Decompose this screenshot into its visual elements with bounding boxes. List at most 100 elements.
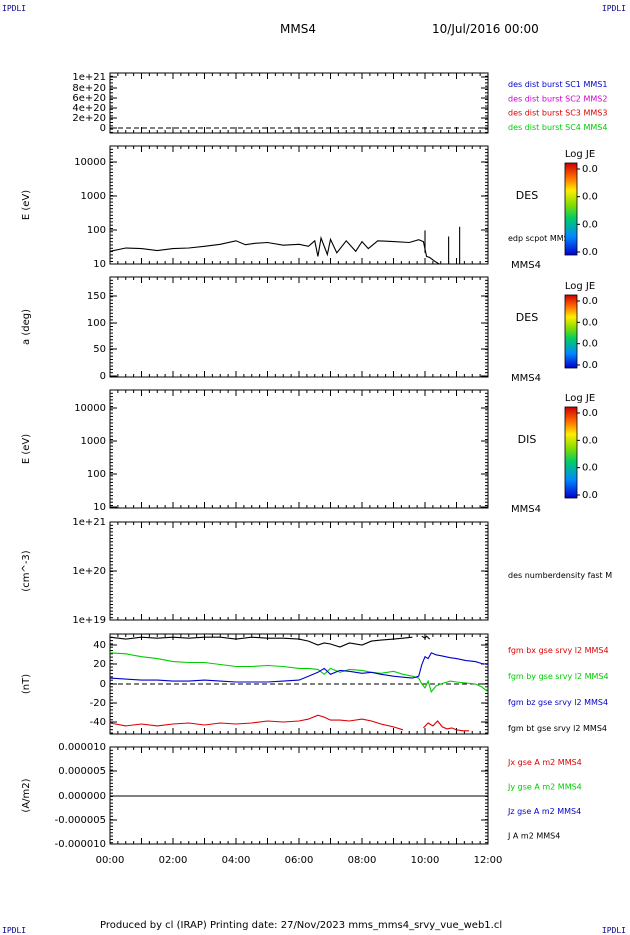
y-tick-label: 150 (87, 291, 106, 302)
panel-label: DES (516, 311, 538, 324)
legend-entry: des dist burst SC1 MMS1 (508, 80, 607, 89)
x-tick-label: 10:00 (411, 855, 440, 866)
footer-text: Produced by cl (IRAP) Printing date: 27/… (100, 920, 503, 931)
y-axis-label: (nT) (21, 674, 32, 694)
corner-label-top-left: IPDLI (2, 4, 27, 13)
corner-label-top-right: IPDLI (601, 4, 626, 13)
y-tick-label: 0.000000 (58, 791, 106, 802)
y-tick-label: -40 (90, 717, 106, 728)
colorbar-label: 0.0 (582, 463, 598, 474)
panel-label: DES (516, 189, 538, 202)
y-axis-label: (cm^-3) (21, 550, 32, 591)
series-line (421, 635, 431, 640)
panel-7: 0.000010 0.000005 0.000000 -0.000005 -0.0000… (21, 742, 582, 850)
y-axis-label: a (deg) (21, 309, 32, 345)
colorbar-label: 0.0 (582, 435, 598, 446)
y-tick-label: 1e+21 (72, 72, 106, 83)
y-tick-label: 1e+19 (72, 615, 106, 626)
y-tick-label: 0 (100, 679, 106, 690)
panel-frame (109, 389, 489, 509)
y-tick-label: 0.000010 (58, 742, 106, 753)
colorbar-label: 0.0 (582, 360, 598, 371)
y-tick-label: 10000 (74, 157, 106, 168)
series-line (109, 235, 440, 265)
datetime-title: 10/Jul/2016 00:00 (432, 22, 539, 36)
corner-label-bottom-left: IPDLI (2, 926, 27, 935)
y-tick-label: 0 (100, 123, 106, 134)
y-tick-label: -20 (90, 698, 106, 709)
y-tick-label: 10 (93, 259, 106, 270)
y-tick-label: -0.000005 (55, 815, 106, 826)
colorbar-gradient (564, 294, 578, 369)
legend-entry: Jy gse A m2 MMS4 (507, 783, 582, 792)
legend-entry: Jx gse A m2 MMS4 (507, 758, 582, 767)
panel-3: 150 100 50 0 a (deg) DES MMS4 (21, 276, 541, 384)
panel-2: 10000 1000 100 10 E (eV) DES MMS4 edp scpot MMS… (21, 145, 574, 271)
y-tick-label: 10 (93, 502, 106, 513)
corner-label-bottom-right: IPDLI (601, 926, 626, 935)
colorbar-label: 0.0 (582, 164, 598, 175)
x-tick-label: 08:00 (348, 855, 377, 866)
y-tick-label: 1e+20 (72, 566, 106, 577)
x-tick-label: 12:00 (474, 855, 503, 866)
series-line (109, 636, 413, 648)
panel-6: 40 20 0 -20 -40 (nT) fgm bx gse srvy l2 MMS4 fg… (21, 633, 609, 735)
colorbar-label: 0.0 (582, 408, 598, 419)
x-tick-label: 04:00 (222, 855, 251, 866)
y-axis-label: (A/m2) (21, 778, 32, 812)
y-tick-label: 2e+20 (72, 113, 106, 124)
colorbar-label: 0.0 (582, 219, 598, 230)
panel-frame (109, 72, 489, 134)
panel-5: 1e+21 1e+20 1e+19 (cm^-3) des numberdensity … (21, 517, 612, 626)
y-axis-label: E (eV) (21, 434, 32, 464)
y-tick-label: 1000 (81, 191, 106, 202)
y-tick-label: 1000 (81, 436, 106, 447)
y-tick-label: 50 (93, 344, 106, 355)
colorbar-3: Log JE 0.0 0.0 0.0 0.0 (564, 393, 598, 501)
legend-entry: fgm bt gse srvy l2 MMS4 (508, 724, 607, 733)
y-tick-label: 100 (87, 225, 106, 236)
panel-frame (109, 521, 489, 621)
series-line (109, 652, 489, 683)
x-tick-label: 06:00 (285, 855, 314, 866)
y-tick-label: 4e+20 (72, 103, 106, 114)
colorbar-1: Log JE 0.0 0.0 0.0 0.0 (564, 149, 598, 258)
panel-label: DIS (518, 433, 537, 446)
colorbar-title: Log JE (565, 281, 595, 292)
series-line (423, 720, 470, 732)
colorbar-label: 0.0 (582, 247, 598, 258)
colorbar-gradient (564, 162, 578, 256)
legend-entry: fgm bz gse srvy l2 MMS4 (508, 698, 608, 707)
legend-entry: edp scpot MMS4 (508, 234, 574, 243)
y-tick-label: 100 (87, 318, 106, 329)
colorbar-title: Log JE (565, 149, 595, 160)
colorbar-label: 0.0 (582, 339, 598, 350)
legend-entry: des dist burst SC4 MMS4 (508, 123, 607, 132)
x-tick-label: 00:00 (96, 855, 125, 866)
y-tick-label: 100 (87, 469, 106, 480)
y-tick-label: 8e+20 (72, 83, 106, 94)
panel-frame (109, 145, 489, 265)
panel-sublabel: MMS4 (511, 260, 541, 271)
panel-frame (109, 276, 489, 378)
legend-entry: J A m2 MMS4 (507, 832, 560, 841)
legend-entry: fgm by gse srvy l2 MMS4 (508, 672, 609, 681)
y-tick-label: 6e+20 (72, 93, 106, 104)
y-axis-label: E (eV) (21, 190, 32, 220)
colorbar-2: Log JE 0.0 0.0 0.0 0.0 (564, 281, 598, 371)
y-tick-label: 40 (93, 640, 106, 651)
legend-entry: des dist burst SC2 MMS2 (508, 94, 607, 103)
y-tick-label: -0.000010 (55, 839, 106, 850)
series-line (109, 652, 489, 693)
colorbar-label: 0.0 (582, 317, 598, 328)
colorbar-title: Log JE (565, 393, 595, 404)
y-tick-label: 0 (100, 371, 106, 382)
panel-sublabel: MMS4 (511, 504, 541, 515)
legend-entry: Jz gse A m2 MMS4 (507, 807, 581, 816)
colorbar-label: 0.0 (582, 192, 598, 203)
colorbar-gradient (564, 406, 578, 499)
y-tick-label: 1e+21 (72, 517, 106, 528)
series-line (109, 714, 404, 731)
